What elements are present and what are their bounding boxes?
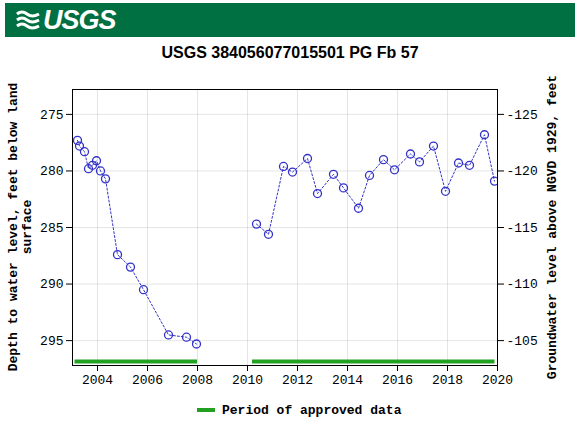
svg-text:-105: -105 (507, 334, 538, 349)
html-text:USGS: USGS (43, 4, 116, 35)
svg-text:285: 285 (40, 221, 63, 236)
svg-text:2016: 2016 (382, 373, 413, 388)
svg-text:2014: 2014 (332, 373, 363, 388)
svg-text:Depth to water level, feet bel: Depth to water level, feet below land (6, 83, 21, 372)
svg-text:2020: 2020 (482, 373, 513, 388)
svg-text:-115: -115 (507, 221, 538, 236)
svg-text:Period of approved data: Period of approved data (222, 403, 402, 418)
svg-text:2006: 2006 (132, 373, 163, 388)
svg-text:2004: 2004 (82, 373, 113, 388)
svg-text:290: 290 (40, 277, 63, 292)
svg-text:-125: -125 (507, 108, 538, 123)
html-text:USGS 384056077015501 PG Fb 57: USGS 384056077015501 PG Fb 57 (161, 44, 419, 61)
svg-text:2018: 2018 (432, 373, 463, 388)
svg-text:-110: -110 (507, 277, 538, 292)
svg-text:295: 295 (40, 334, 63, 349)
svg-text:2008: 2008 (182, 373, 213, 388)
svg-text:surface: surface (20, 199, 35, 254)
svg-text:Groundwater level above NGVD 1: Groundwater level above NGVD 1929, feet (545, 75, 560, 379)
svg-text:275: 275 (40, 108, 63, 123)
svg-text:2012: 2012 (282, 373, 313, 388)
svg-text:2010: 2010 (232, 373, 263, 388)
svg-text:280: 280 (40, 164, 63, 179)
svg-text:-120: -120 (507, 164, 538, 179)
